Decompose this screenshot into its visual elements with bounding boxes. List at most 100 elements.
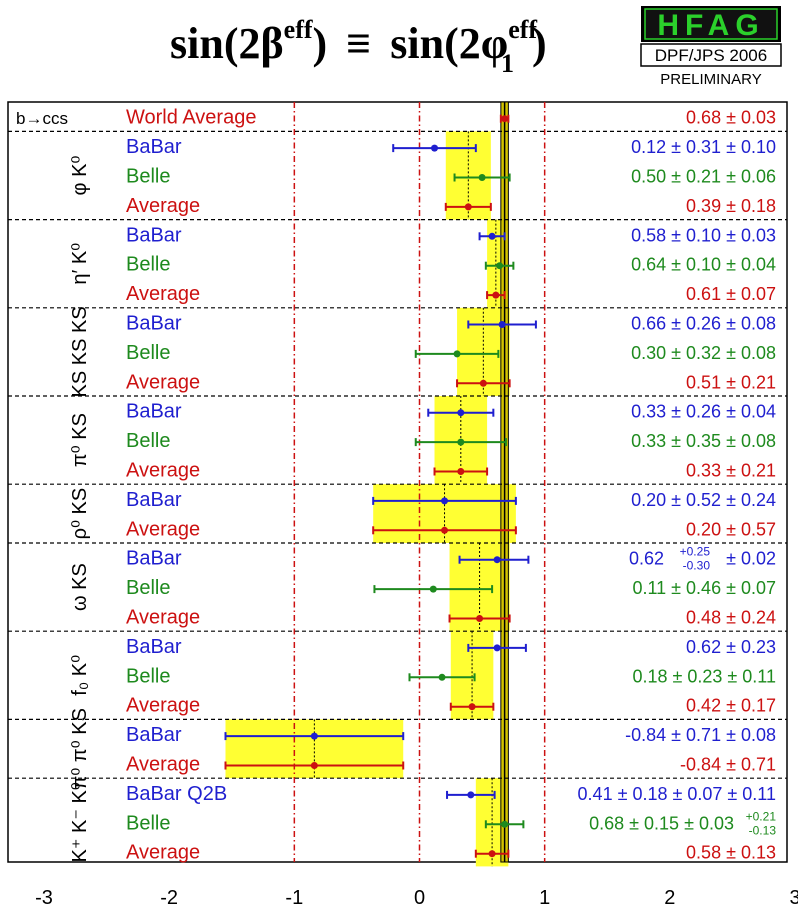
measurement-point	[492, 292, 499, 299]
row-label: Belle	[126, 577, 170, 599]
measurement-point	[501, 821, 508, 828]
hfag-logo: HFAG DPF/JPS 2006 PRELIMINARY	[641, 6, 781, 88]
row-label: BaBar	[126, 489, 182, 511]
group-label: KS KS KS	[69, 306, 91, 397]
row-value: 0.11 ± 0.46 ± 0.07	[632, 578, 776, 598]
measurement-point	[431, 145, 438, 152]
measurement-point	[499, 321, 506, 328]
row-value: 0.18 ± 0.23 ± 0.11	[632, 666, 776, 686]
row-value-down: -0.30	[683, 559, 711, 573]
x-tick-label: 3	[789, 887, 798, 909]
row-label: Average	[126, 195, 200, 217]
row-label: BaBar	[126, 224, 182, 246]
row-label: Average	[126, 695, 200, 717]
row-value: 0.20 ± 0.57	[686, 519, 776, 539]
row-value-tail: ± 0.02	[726, 549, 776, 569]
measurement-point	[441, 527, 448, 534]
measurement-point	[494, 644, 501, 651]
row-value: 0.20 ± 0.52 ± 0.24	[631, 490, 776, 510]
world-average-label: World Average	[126, 107, 256, 129]
row-value: 0.30 ± 0.32 ± 0.08	[631, 343, 776, 363]
measurement-point	[457, 468, 464, 475]
row-label: Average	[126, 842, 200, 864]
row-value: 0.66 ± 0.26 ± 0.08	[631, 314, 776, 334]
row-value: -0.84 ± 0.71	[680, 755, 776, 775]
row-label: Belle	[126, 166, 170, 188]
row-value-main: 0.62	[629, 549, 664, 569]
row-label: Average	[126, 371, 200, 393]
row-value: 0.61 ± 0.07	[686, 284, 776, 304]
row-label: BaBar	[126, 136, 182, 158]
world-average-group: b→ccs	[16, 109, 68, 128]
row-label: Average	[126, 754, 200, 776]
measurement-point	[430, 586, 437, 593]
group-label: ρ⁰ KS	[69, 488, 91, 540]
measurement-point	[494, 556, 501, 563]
group-label: π⁰ KS	[69, 413, 91, 467]
row-value: 0.33 ± 0.26 ± 0.04	[631, 402, 776, 422]
row-label: Average	[126, 460, 200, 482]
row-label: Belle	[126, 430, 170, 452]
row-value: 0.58 ± 0.13	[686, 843, 776, 863]
group-label: K⁺ K⁻ K⁰	[69, 782, 91, 862]
row-value: -0.84 ± 0.71 ± 0.08	[625, 725, 776, 745]
measurement-point	[467, 791, 474, 798]
row-label: BaBar	[126, 548, 182, 570]
row-label: Average	[126, 283, 200, 305]
measurement-point	[441, 497, 448, 504]
measurement-point	[489, 850, 496, 857]
hfag-logo-text: HFAG	[657, 9, 764, 42]
x-tick-label: -1	[285, 887, 303, 909]
row-label: Belle	[126, 254, 170, 276]
world-average-value: 0.68 ± 0.03	[686, 108, 776, 128]
row-label: Belle	[126, 812, 170, 834]
measurement-point	[469, 703, 476, 710]
row-value-main: 0.68 ± 0.15 ± 0.03	[589, 813, 734, 833]
row-label: BaBar	[126, 313, 182, 335]
measurement-point	[465, 203, 472, 210]
group-label: φ K⁰	[69, 156, 91, 196]
x-tick-label: 2	[664, 887, 675, 909]
row-label: Average	[126, 607, 200, 629]
measurement-point	[476, 615, 483, 622]
group-label: η′ K⁰	[69, 243, 91, 285]
x-tick-label: -2	[160, 887, 178, 909]
row-label: Belle	[126, 665, 170, 687]
x-tick-label: -3	[35, 887, 53, 909]
row-label: BaBar	[126, 724, 182, 746]
row-value: 0.48 ± 0.24	[686, 608, 776, 628]
row-label: BaBar Q2B	[126, 783, 227, 805]
x-tick-label: 1	[539, 887, 550, 909]
measurement-point	[480, 380, 487, 387]
hfag-conference: DPF/JPS 2006	[655, 46, 767, 65]
measurement-point	[311, 762, 318, 769]
row-value: 0.58 ± 0.10 ± 0.03	[631, 225, 776, 245]
row-value: 0.39 ± 0.18	[686, 196, 776, 216]
measurement-point	[311, 733, 318, 740]
row-value: 0.33 ± 0.21	[686, 461, 776, 481]
row-value: 0.12 ± 0.31 ± 0.10	[631, 137, 776, 157]
row-value: 0.41 ± 0.18 ± 0.07 ± 0.11	[578, 784, 776, 804]
measurement-point	[454, 350, 461, 357]
group-label: f₀ K⁰	[69, 655, 91, 696]
row-label: Average	[126, 518, 200, 540]
row-value: 0.50 ± 0.21 ± 0.06	[631, 167, 776, 187]
measurement-point	[489, 233, 496, 240]
row-label: BaBar	[126, 401, 182, 423]
row-value: 0.51 ± 0.21	[686, 372, 776, 392]
group-label: π⁰ π⁰ KS	[69, 708, 91, 789]
measurement-point	[457, 439, 464, 446]
x-tick-label: 0	[414, 887, 425, 909]
row-value: 0.64 ± 0.10 ± 0.04	[631, 255, 776, 275]
measurement-point	[479, 174, 486, 181]
row-value: 0.33 ± 0.35 ± 0.08	[631, 431, 776, 451]
row-value: 0.42 ± 0.17	[686, 696, 776, 716]
row-value-down: -0.13	[749, 823, 777, 837]
group-label: ω KS	[69, 563, 91, 611]
chart-title: sin(2βeff) ≡ sin(2φeff 1)	[170, 15, 547, 78]
measurement-point	[457, 409, 464, 416]
measurement-point	[496, 262, 503, 269]
measurement-point	[439, 674, 446, 681]
row-label: BaBar	[126, 636, 182, 658]
